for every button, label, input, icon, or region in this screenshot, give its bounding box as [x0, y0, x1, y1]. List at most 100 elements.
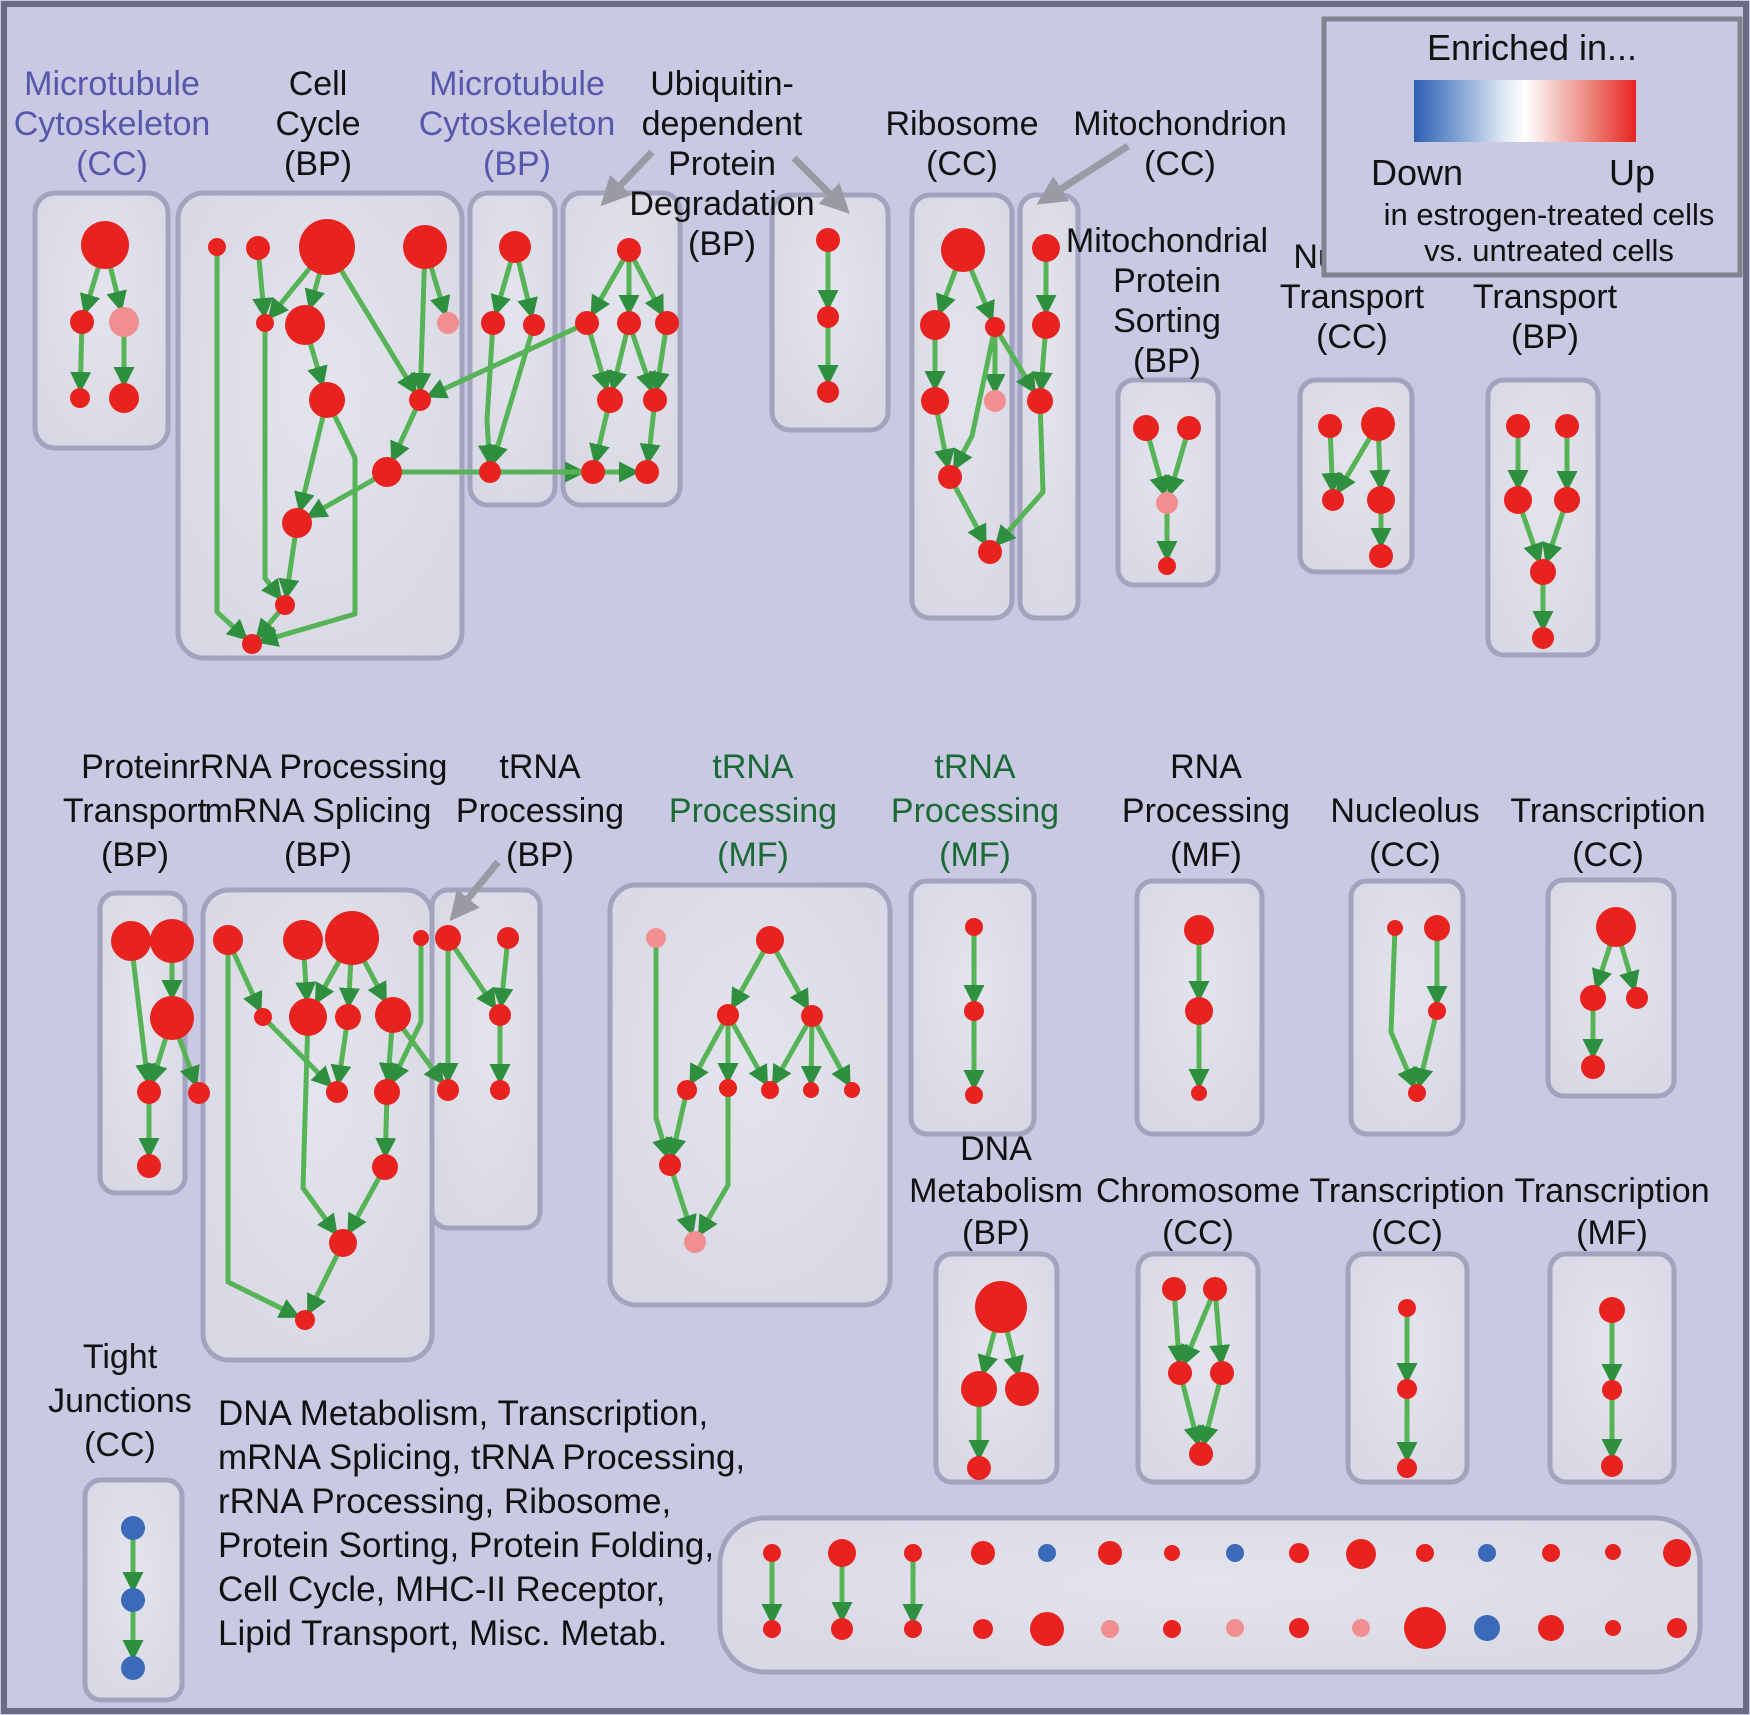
cluster-label-line: Cytoskeleton: [14, 105, 211, 143]
node-ubiq_a-4: [597, 387, 623, 413]
cluster-label-line: (MF): [1576, 1214, 1648, 1252]
node-misc_strip-12: [1542, 1544, 1560, 1562]
cross-edge: [425, 324, 581, 399]
node-mt_cc-0: [81, 221, 129, 269]
node-rrna-0: [213, 925, 243, 955]
node-misc_strip-11: [1478, 1544, 1496, 1562]
cluster-label-line: tRNA: [499, 748, 581, 786]
node-rna_transport-1: [1555, 414, 1579, 438]
node-protein_transport-1: [150, 919, 194, 963]
edge-cell_cycle: [256, 410, 358, 647]
cluster-label-line: Cytoskeleton: [419, 105, 616, 143]
note-line-3: Protein Sorting, Protein Folding,: [218, 1526, 714, 1565]
edge-cell_cycle: [255, 608, 283, 641]
node-mito-2: [1027, 388, 1053, 414]
edge-rrna: [378, 1027, 400, 1085]
cluster-label-line: Transcription: [1309, 1172, 1504, 1210]
cluster-label-line: Tight: [83, 1338, 158, 1376]
node-rrna-3: [413, 930, 429, 946]
node-protein_transport-4: [137, 1154, 161, 1178]
node-misc_strip-29: [1667, 1618, 1687, 1638]
node-chromosome-3: [1210, 1361, 1234, 1385]
node-misc_strip-14: [1663, 1539, 1691, 1567]
cluster-label-line: Protein: [1113, 262, 1221, 300]
cluster-box-nuclear_transport: [1297, 377, 1415, 575]
legend-subtitle-1: in estrogen-treated cells: [1384, 197, 1715, 232]
node-mt_cc-3: [70, 388, 90, 408]
cluster-label-trna_mf_small: tRNA Processing (MF): [891, 748, 1059, 874]
node-rrna-11: [372, 1154, 398, 1180]
edge-rrna: [347, 1173, 383, 1236]
cluster-label-trna_bp: tRNA Processing (BP): [456, 748, 624, 874]
edge-chromosome: [1197, 1380, 1223, 1448]
node-nucleolus-1: [1424, 915, 1450, 941]
cluster-label-line: (BP): [688, 225, 756, 263]
node-cell_cycle-6: [437, 312, 459, 334]
cluster-label-line: Transcription: [1514, 1172, 1709, 1210]
edge-ubiq_a: [606, 330, 630, 393]
node-misc_strip-10: [1416, 1544, 1434, 1562]
node-tight_junctions-2: [121, 1656, 145, 1680]
cluster-label-line: (CC): [1371, 1214, 1443, 1252]
edge-trna_mf_big: [697, 1094, 731, 1237]
node-misc_strip-27: [1538, 1615, 1564, 1641]
cluster-label-rrna: rRNA Processing mRNA Splicing (BP): [189, 748, 448, 874]
node-rrna-7: [335, 1004, 361, 1030]
cluster-label-line: Microtubule: [24, 65, 200, 103]
edge-cell_cycle: [410, 262, 432, 394]
cluster-label-ubiq_a: Ubiquitin-dependentProteinDegradation(BP…: [629, 65, 814, 263]
cluster-label-nucleolus: Nucleolus (CC): [1330, 792, 1479, 874]
edge-cell_cycle: [390, 405, 420, 463]
edge-rrna: [300, 1030, 338, 1236]
cluster-label-transcription_cc: Transcription (CC): [1510, 792, 1705, 874]
node-transcription_cc-3: [1581, 1055, 1605, 1079]
node-ribosome-1: [920, 310, 950, 340]
legend-down-label: Down: [1371, 152, 1463, 193]
edge-ubiq_a: [590, 256, 627, 317]
node-ribosome-6: [978, 540, 1002, 564]
edge-ribosome: [936, 263, 960, 316]
edge-ubiq_a: [587, 330, 612, 393]
cluster-label-line: (CC): [926, 145, 998, 183]
edge-cell_cycle: [305, 475, 380, 519]
edge-chromosome: [1179, 1380, 1205, 1448]
node-misc_strip-1: [828, 1539, 856, 1567]
cluster-label-line: Transport: [1280, 278, 1425, 316]
node-trna_mf_big-6: [761, 1081, 779, 1099]
edge-trna_bp: [492, 945, 514, 1010]
node-rrna-12: [329, 1229, 357, 1257]
cluster-label-line: (CC): [1316, 318, 1388, 356]
cluster-label-line: Chromosome: [1096, 1172, 1300, 1210]
node-misc_strip-19: [1030, 1612, 1064, 1646]
node-chromosome-1: [1203, 1277, 1227, 1301]
cluster-label-line: (CC): [1369, 836, 1441, 874]
node-rrna-10: [374, 1079, 400, 1105]
edge-cell_cycle: [278, 533, 300, 601]
node-trna_mf_big-10: [684, 1231, 706, 1253]
node-mt_bp-1: [481, 311, 505, 335]
node-cell_cycle-5: [285, 305, 325, 345]
node-mito_sorting-0: [1133, 415, 1159, 441]
node-trna_bp-3: [437, 1079, 459, 1101]
node-misc_strip-24: [1352, 1619, 1370, 1637]
node-mt_cc-1: [70, 310, 94, 334]
edge-mito_sorting: [1164, 435, 1189, 498]
node-transcription_cc-1: [1580, 985, 1606, 1011]
cluster-label-line: DNA: [960, 1130, 1032, 1168]
edge-nuclear_transport: [1369, 435, 1391, 491]
node-dna_metabolism-3: [967, 1456, 991, 1480]
node-trna_mf_big-1: [756, 926, 784, 954]
label-pointer-arrow-1: [791, 155, 850, 214]
node-dna_metabolism-0: [975, 1281, 1027, 1333]
node-rna_proc_mf-2: [1191, 1085, 1207, 1101]
cross-edge: [398, 1023, 445, 1086]
node-trna_bp-4: [490, 1080, 510, 1100]
edge-protein_transport: [147, 1031, 170, 1086]
node-nuclear_transport-4: [1369, 544, 1393, 568]
cluster-label-line: (CC): [1144, 145, 1216, 183]
cluster-label-line: (CC): [76, 145, 148, 183]
node-misc_strip-25: [1404, 1607, 1446, 1649]
edge-ribosome: [953, 333, 997, 471]
edge-rna_transport: [1542, 507, 1567, 565]
